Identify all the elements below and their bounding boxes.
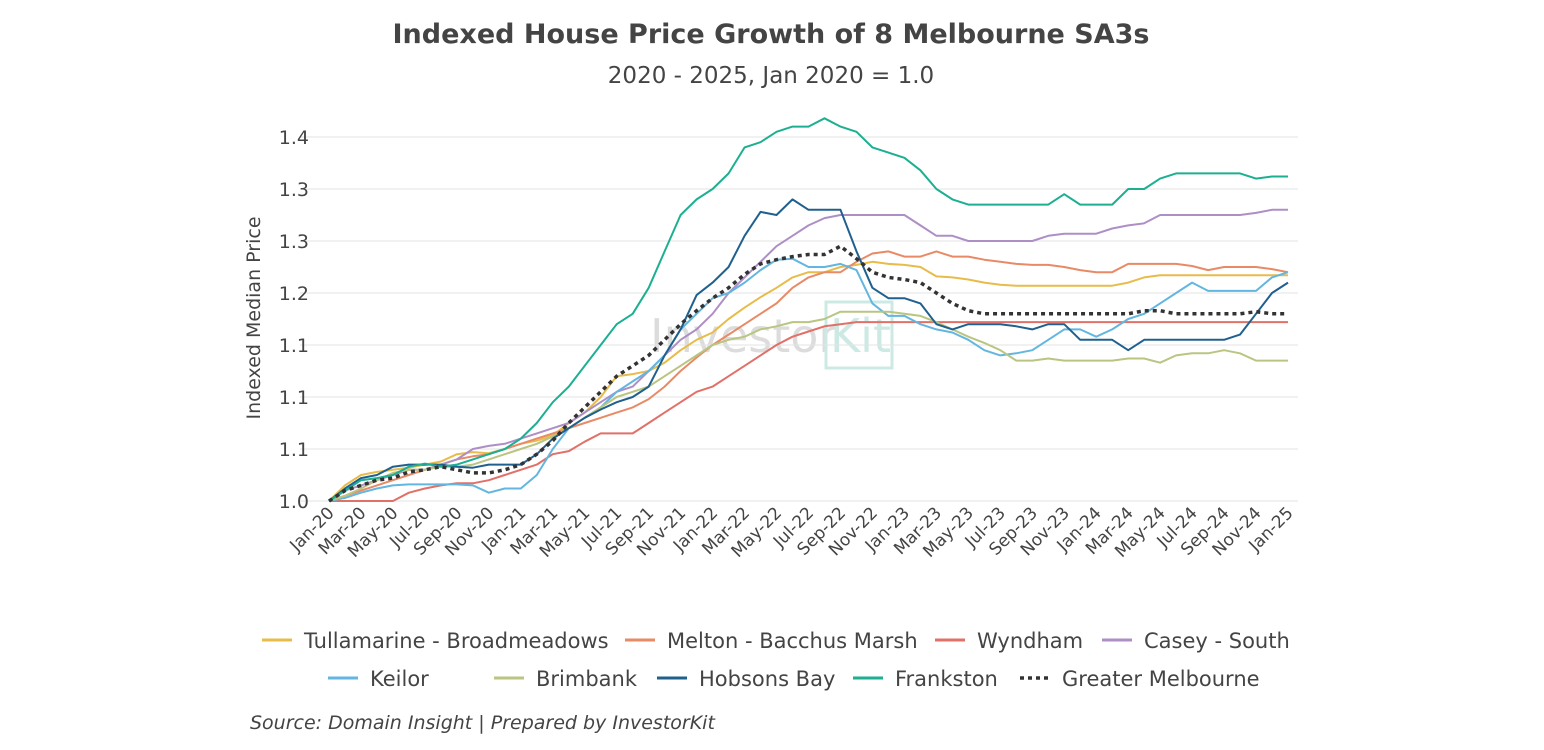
series-line-melton-bacchus-marsh bbox=[328, 250, 1289, 502]
grid bbox=[300, 136, 1298, 502]
legend-item-greater-melbourne: Greater Melbourne bbox=[1020, 667, 1260, 691]
legend-item-melton-bacchus-marsh: Melton - Bacchus Marsh bbox=[625, 629, 918, 653]
y-tick-label: 1.4 bbox=[279, 127, 309, 149]
series-line-hobsons-bay bbox=[328, 198, 1289, 502]
series-line-greater-melbourne bbox=[328, 244, 1288, 503]
y-tick-label: 1.3 bbox=[279, 231, 309, 253]
watermark-box bbox=[824, 300, 894, 370]
y-tick-label: 1.2 bbox=[279, 283, 309, 305]
legend-label: Wyndham bbox=[977, 629, 1083, 653]
y-axis-ticks: 1.0 1.1 1.1 1.1 1.2 1.3 1.3 1.4 bbox=[279, 127, 309, 513]
y-axis-label: Indexed Median Price bbox=[243, 216, 265, 419]
legend-label: Keilor bbox=[370, 667, 429, 691]
y-tick-label: 1.3 bbox=[279, 179, 309, 201]
legend-item-frankston: Frankston bbox=[853, 667, 998, 691]
y-tick-label: 1.1 bbox=[279, 439, 309, 461]
chart-title: Indexed House Price Growth of 8 Melbourn… bbox=[393, 19, 1150, 50]
series-lines bbox=[328, 117, 1289, 503]
y-tick-label: 1.1 bbox=[279, 335, 309, 357]
series-line-frankston bbox=[328, 117, 1288, 502]
series-line-wyndham bbox=[329, 321, 1288, 502]
legend-item-hobsons-bay: Hobsons Bay bbox=[657, 667, 835, 691]
legend-label: Brimbank bbox=[536, 667, 638, 691]
series-line-keilor bbox=[328, 257, 1289, 502]
legend-label: Casey - South bbox=[1144, 629, 1290, 653]
watermark: Investor Kit bbox=[650, 300, 894, 370]
series-line-casey-south bbox=[328, 208, 1288, 502]
legend-label: Tullamarine - Broadmeadows bbox=[303, 629, 609, 653]
watermark-text-kit: Kit bbox=[830, 309, 891, 363]
legend-label: Greater Melbourne bbox=[1062, 667, 1260, 691]
series-line-brimbank bbox=[328, 310, 1288, 502]
legend-item-keilor: Keilor bbox=[328, 667, 429, 691]
legend-label: Frankston bbox=[895, 667, 998, 691]
legend-label: Melton - Bacchus Marsh bbox=[667, 629, 918, 653]
source-note: Source: Domain Insight | Prepared by Inv… bbox=[250, 712, 716, 734]
legend-item-casey-south: Casey - South bbox=[1102, 629, 1290, 653]
chart-subtitle: 2020 - 2025, Jan 2020 = 1.0 bbox=[608, 63, 934, 89]
legend-label: Hobsons Bay bbox=[699, 667, 835, 691]
legend-item-wyndham: Wyndham bbox=[935, 629, 1083, 653]
y-tick-label: 1.0 bbox=[279, 491, 309, 513]
x-axis-ticks: Jan-20Mar-20May-20Jul-20Sep-20Nov-20Jan-… bbox=[286, 503, 1298, 561]
legend: Tullamarine - Broadmeadows Melton - Bacch… bbox=[262, 629, 1290, 691]
y-tick-label: 1.1 bbox=[279, 387, 309, 409]
legend-item-tullamarine-broadmeadows: Tullamarine - Broadmeadows bbox=[262, 629, 609, 653]
legend-item-brimbank: Brimbank bbox=[494, 667, 638, 691]
